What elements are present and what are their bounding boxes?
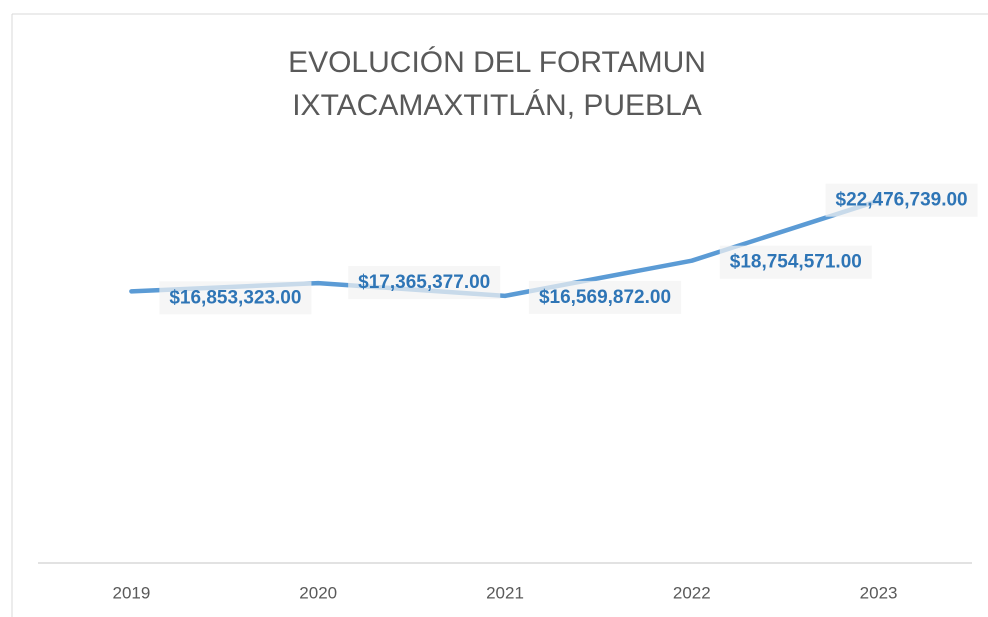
x-tick-label: 2022 bbox=[673, 583, 711, 602]
value-label-box bbox=[719, 245, 872, 279]
x-tick-label: 2020 bbox=[299, 583, 337, 602]
value-label: $22,476,739.00 bbox=[836, 190, 968, 211]
value-label: $18,754,571.00 bbox=[730, 252, 862, 273]
value-label: $17,365,377.00 bbox=[358, 272, 490, 293]
value-label-box bbox=[159, 281, 312, 315]
x-tick-label: 2021 bbox=[486, 583, 524, 602]
x-tick-label: 2019 bbox=[112, 583, 150, 602]
value-label: $16,853,323.00 bbox=[169, 287, 301, 308]
value-label-box bbox=[825, 183, 978, 217]
value-label-box bbox=[348, 266, 501, 300]
chart-title: IXTACAMAXTITLÁN, PUEBLA bbox=[292, 89, 702, 122]
chart-title: EVOLUCIÓN DEL FORTAMUN bbox=[288, 46, 706, 79]
value-label: $16,569,872.00 bbox=[539, 287, 671, 308]
value-label-box bbox=[528, 280, 682, 314]
x-tick-label: 2023 bbox=[860, 583, 898, 602]
